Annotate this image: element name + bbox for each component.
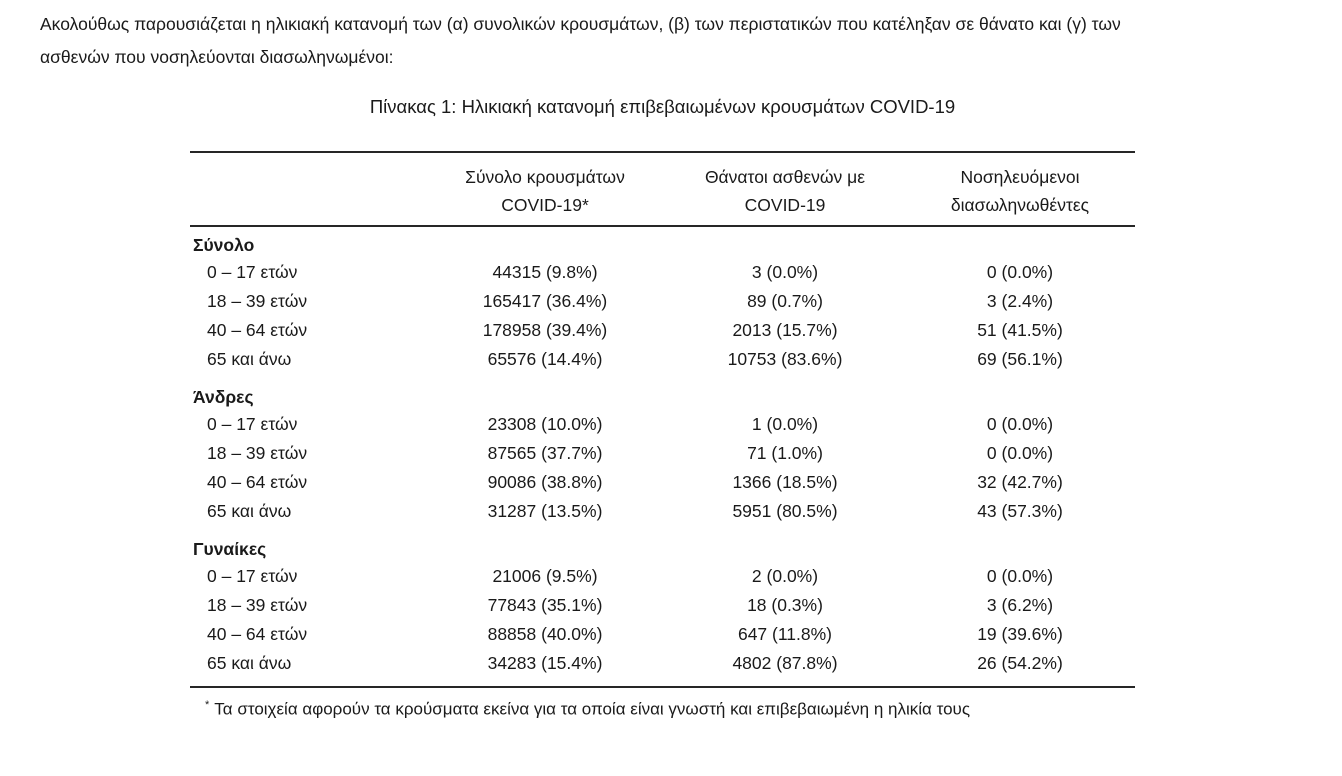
table-row: 65 και άνω 31287 (13.5%) 5951 (80.5%) 43… xyxy=(190,497,1135,526)
age-group-label: 18 – 39 ετών xyxy=(207,595,308,615)
cell-intubated: 69 (56.1%) xyxy=(977,349,1063,369)
intro-line-1: Ακολούθως παρουσιάζεται η ηλικιακή καταν… xyxy=(40,14,1121,34)
age-group-label: 0 – 17 ετών xyxy=(207,566,298,586)
cell-total-cases: 77843 (35.1%) xyxy=(487,595,603,615)
intro-line-2: ασθενών που νοσηλεύονται διασωληνωμένοι: xyxy=(40,47,394,67)
cell-deaths: 2 (0.0%) xyxy=(751,566,819,586)
cell-total-cases: 88858 (40.0%) xyxy=(487,624,603,644)
column-header-deaths-line2: COVID-19 xyxy=(744,195,826,215)
age-group-label: 0 – 17 ετών xyxy=(207,262,298,282)
age-group-label: 65 και άνω xyxy=(207,349,292,369)
cell-intubated: 0 (0.0%) xyxy=(986,443,1054,463)
section-label-total: Σύνολο xyxy=(193,235,255,255)
cell-intubated: 43 (57.3%) xyxy=(977,501,1063,521)
cell-intubated: 0 (0.0%) xyxy=(986,414,1054,434)
section-label-men: Άνδρες xyxy=(193,387,254,407)
cell-intubated: 0 (0.0%) xyxy=(986,566,1054,586)
cell-deaths: 3 (0.0%) xyxy=(751,262,819,282)
cell-total-cases: 178958 (39.4%) xyxy=(482,320,608,340)
cell-total-cases: 31287 (13.5%) xyxy=(487,501,603,521)
cell-total-cases: 87565 (37.7%) xyxy=(487,443,603,463)
table-row: 18 – 39 ετών 87565 (37.7%) 71 (1.0%) 0 (… xyxy=(190,439,1135,468)
cell-intubated: 3 (6.2%) xyxy=(986,595,1054,615)
table-title: Πίνακας 1: Ηλικιακή κατανομή επιβεβαιωμέ… xyxy=(369,96,956,117)
table-row: 65 και άνω 34283 (15.4%) 4802 (87.8%) 26… xyxy=(190,649,1135,678)
cell-total-cases: 165417 (36.4%) xyxy=(482,291,608,311)
table-row: 65 και άνω 65576 (14.4%) 10753 (83.6%) 6… xyxy=(190,345,1135,374)
age-group-label: 18 – 39 ετών xyxy=(207,291,308,311)
column-header-intubated-line2: διασωληνωθέντες xyxy=(950,195,1090,215)
cell-deaths: 1366 (18.5%) xyxy=(732,472,838,492)
table-row: 18 – 39 ετών 77843 (35.1%) 18 (0.3%) 3 (… xyxy=(190,591,1135,620)
age-group-label: 65 και άνω xyxy=(207,653,292,673)
column-header-deaths: Θάνατοι ασθενών με COVID-19 xyxy=(665,163,905,219)
age-distribution-table: Σύνολο κρουσμάτων COVID-19* Θάνατοι ασθε… xyxy=(190,151,1135,688)
cell-total-cases: 34283 (15.4%) xyxy=(487,653,603,673)
column-header-total-cases-line2: COVID-19* xyxy=(501,195,589,215)
cell-intubated: 19 (39.6%) xyxy=(977,624,1063,644)
section-label-women: Γυναίκες xyxy=(193,539,267,559)
cell-deaths: 10753 (83.6%) xyxy=(727,349,843,369)
table-row: 40 – 64 ετών 88858 (40.0%) 647 (11.8%) 1… xyxy=(190,620,1135,649)
cell-deaths: 1 (0.0%) xyxy=(751,414,819,434)
cell-total-cases: 65576 (14.4%) xyxy=(487,349,603,369)
age-group-label: 40 – 64 ετών xyxy=(207,472,308,492)
table-body: Σύνολο 0 – 17 ετών 44315 (9.8%) 3 (0.0%)… xyxy=(190,227,1135,686)
cell-total-cases: 44315 (9.8%) xyxy=(492,262,598,282)
age-group-label: 40 – 64 ετών xyxy=(207,320,308,340)
age-group-label: 40 – 64 ετών xyxy=(207,624,308,644)
table-row: 40 – 64 ετών 90086 (38.8%) 1366 (18.5%) … xyxy=(190,468,1135,497)
table-row: 0 – 17 ετών 44315 (9.8%) 3 (0.0%) 0 (0.0… xyxy=(190,258,1135,287)
cell-intubated: 51 (41.5%) xyxy=(977,320,1063,340)
column-header-intubated: Νοσηλευόμενοι διασωληνωθέντες xyxy=(905,163,1135,219)
cell-deaths: 2013 (15.7%) xyxy=(732,320,838,340)
footnote-asterisk: * xyxy=(205,699,210,711)
cell-deaths: 5951 (80.5%) xyxy=(732,501,838,521)
section-header-row-women: Γυναίκες xyxy=(190,526,1135,562)
table-footnote: * Τα στοιχεία αφορούν τα κρούσματα εκείνα… xyxy=(190,693,1135,722)
cell-deaths: 71 (1.0%) xyxy=(747,443,823,463)
table-header-row: Σύνολο κρουσμάτων COVID-19* Θάνατοι ασθε… xyxy=(190,153,1135,227)
age-group-label: 0 – 17 ετών xyxy=(207,414,298,434)
column-header-deaths-line1: Θάνατοι ασθενών με xyxy=(704,167,866,187)
age-group-label: 18 – 39 ετών xyxy=(207,443,308,463)
cell-total-cases: 21006 (9.5%) xyxy=(492,566,598,586)
cell-intubated: 26 (54.2%) xyxy=(977,653,1063,673)
cell-intubated: 32 (42.7%) xyxy=(977,472,1063,492)
column-header-total-cases: Σύνολο κρουσμάτων COVID-19* xyxy=(425,163,665,219)
age-group-label: 65 και άνω xyxy=(207,501,292,521)
cell-deaths: 18 (0.3%) xyxy=(747,595,823,615)
section-header-row-men: Άνδρες xyxy=(190,374,1135,410)
cell-intubated: 0 (0.0%) xyxy=(986,262,1054,282)
cell-total-cases: 90086 (38.8%) xyxy=(487,472,603,492)
footnote-text: Τα στοιχεία αφορούν τα κρούσματα εκείνα … xyxy=(214,699,971,719)
table-row: 18 – 39 ετών 165417 (36.4%) 89 (0.7%) 3 … xyxy=(190,287,1135,316)
cell-deaths: 89 (0.7%) xyxy=(747,291,823,311)
cell-total-cases: 23308 (10.0%) xyxy=(487,414,603,434)
cell-deaths: 647 (11.8%) xyxy=(737,624,833,644)
intro-paragraph: Ακολούθως παρουσιάζεται η ηλικιακή καταν… xyxy=(0,0,1342,74)
cell-deaths: 4802 (87.8%) xyxy=(732,653,838,673)
column-header-total-cases-line1: Σύνολο κρουσμάτων xyxy=(465,167,625,187)
cell-intubated: 3 (2.4%) xyxy=(986,291,1054,311)
table-row: 0 – 17 ετών 23308 (10.0%) 1 (0.0%) 0 (0.… xyxy=(190,410,1135,439)
table-row: 0 – 17 ετών 21006 (9.5%) 2 (0.0%) 0 (0.0… xyxy=(190,562,1135,591)
section-header-row-total: Σύνολο xyxy=(190,227,1135,258)
column-header-empty xyxy=(190,163,425,219)
table-row: 40 – 64 ετών 178958 (39.4%) 2013 (15.7%)… xyxy=(190,316,1135,345)
column-header-intubated-line1: Νοσηλευόμενοι xyxy=(960,167,1080,187)
